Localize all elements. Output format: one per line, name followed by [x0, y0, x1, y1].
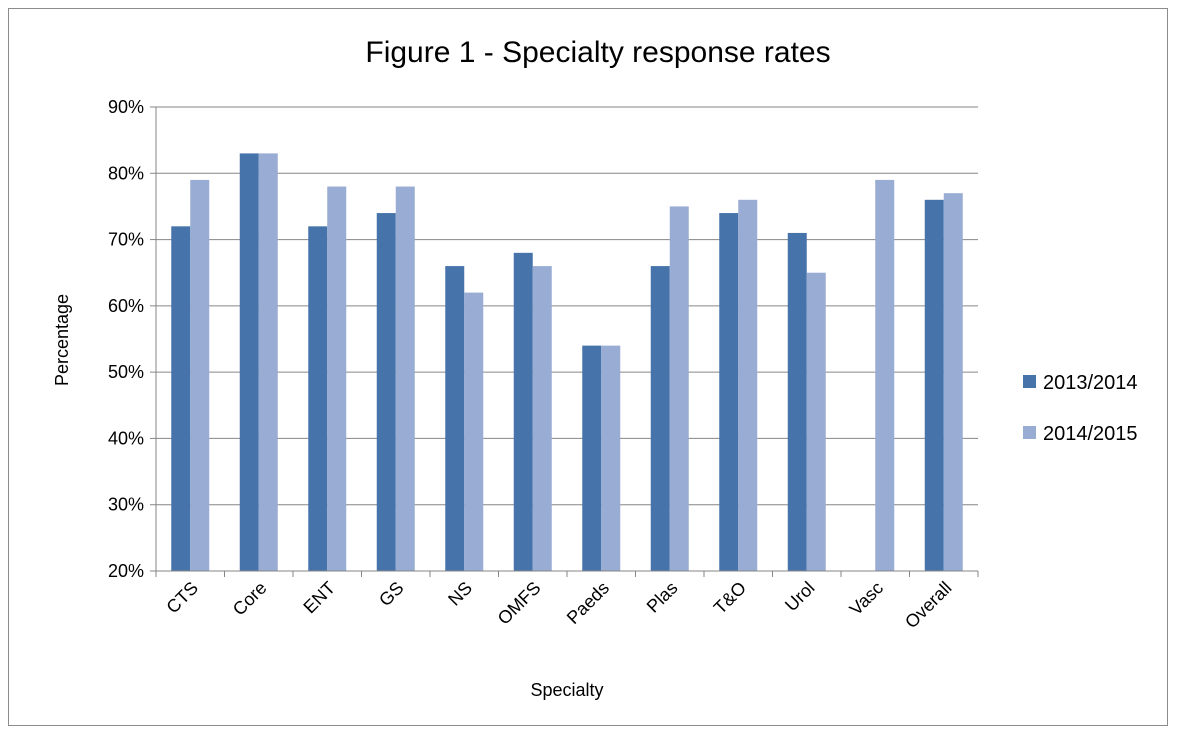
bar-2013-2014-ent: [308, 226, 328, 572]
gridlines: [156, 106, 978, 506]
x-tick-label: ENT: [299, 578, 339, 618]
y-tick-label: 80%: [108, 163, 144, 183]
bar-2014-2015-urol: [806, 272, 826, 571]
y-tick-label: 60%: [108, 296, 144, 316]
legend-label-2013-2014: 2013/2014: [1043, 372, 1138, 394]
bar-2013-2014-urol: [787, 232, 807, 571]
chart-title: Figure 1 - Specialty response rates: [365, 36, 830, 69]
bar-2013-2014-ns: [445, 266, 465, 571]
legend: 2013/2014 2014/2015: [1023, 372, 1138, 445]
bar-2014-2015-ns: [464, 292, 484, 571]
bar-2014-2015-cts: [190, 179, 210, 571]
bar-2013-2014-paeds: [582, 345, 602, 571]
bar-2014-2015-core: [258, 153, 278, 571]
bar-2014-2015-paeds: [601, 345, 621, 571]
bar-2013-2014-gs: [376, 213, 396, 572]
y-tick-label: 90%: [108, 97, 144, 117]
bar-2014-2015-overall: [943, 193, 963, 571]
bar-2013-2014-plas: [650, 266, 670, 571]
bar-2013-2014-tando: [719, 213, 739, 572]
x-tick-label: OMFS: [494, 578, 545, 629]
x-tick-label: Plas: [643, 578, 682, 617]
x-tick-label: Paeds: [563, 578, 613, 628]
x-axis-title: Specialty: [530, 680, 603, 700]
bar-2014-2015-vasc: [875, 179, 895, 571]
bar-2013-2014-overall: [924, 199, 944, 572]
bar-2013-2014-omfs: [513, 252, 533, 572]
x-tick-label: CTS: [162, 578, 202, 618]
bars: [171, 153, 963, 572]
x-tick-label: Vasc: [846, 578, 887, 619]
bar-2014-2015-plas: [669, 206, 689, 571]
bar-2014-2015-gs: [395, 186, 415, 572]
x-tick-label: Core: [229, 578, 271, 620]
x-tick-label: NS: [444, 578, 476, 610]
axes: [150, 106, 979, 577]
x-tick-label: GS: [375, 578, 408, 611]
legend-swatch-2014-2015: [1023, 426, 1036, 439]
bar-2014-2015-ent: [327, 186, 347, 572]
legend-swatch-2013-2014: [1023, 375, 1036, 388]
y-tick-label: 20%: [108, 561, 144, 581]
y-tick-label: 70%: [108, 230, 144, 250]
y-tick-label: 30%: [108, 495, 144, 515]
x-tick-label: Overall: [901, 578, 955, 632]
bar-2014-2015-tando: [738, 199, 758, 572]
x-tick-label: Urol: [781, 578, 818, 615]
bar-2013-2014-core: [239, 153, 259, 571]
x-tick-label: T&O: [710, 578, 750, 618]
y-axis-title: Percentage: [52, 294, 72, 386]
y-tick-label: 40%: [108, 428, 144, 448]
bar-2013-2014-cts: [171, 226, 191, 572]
legend-label-2014-2015: 2014/2015: [1043, 423, 1138, 445]
y-tick-label: 50%: [108, 362, 144, 382]
bar-2014-2015-omfs: [532, 266, 552, 571]
